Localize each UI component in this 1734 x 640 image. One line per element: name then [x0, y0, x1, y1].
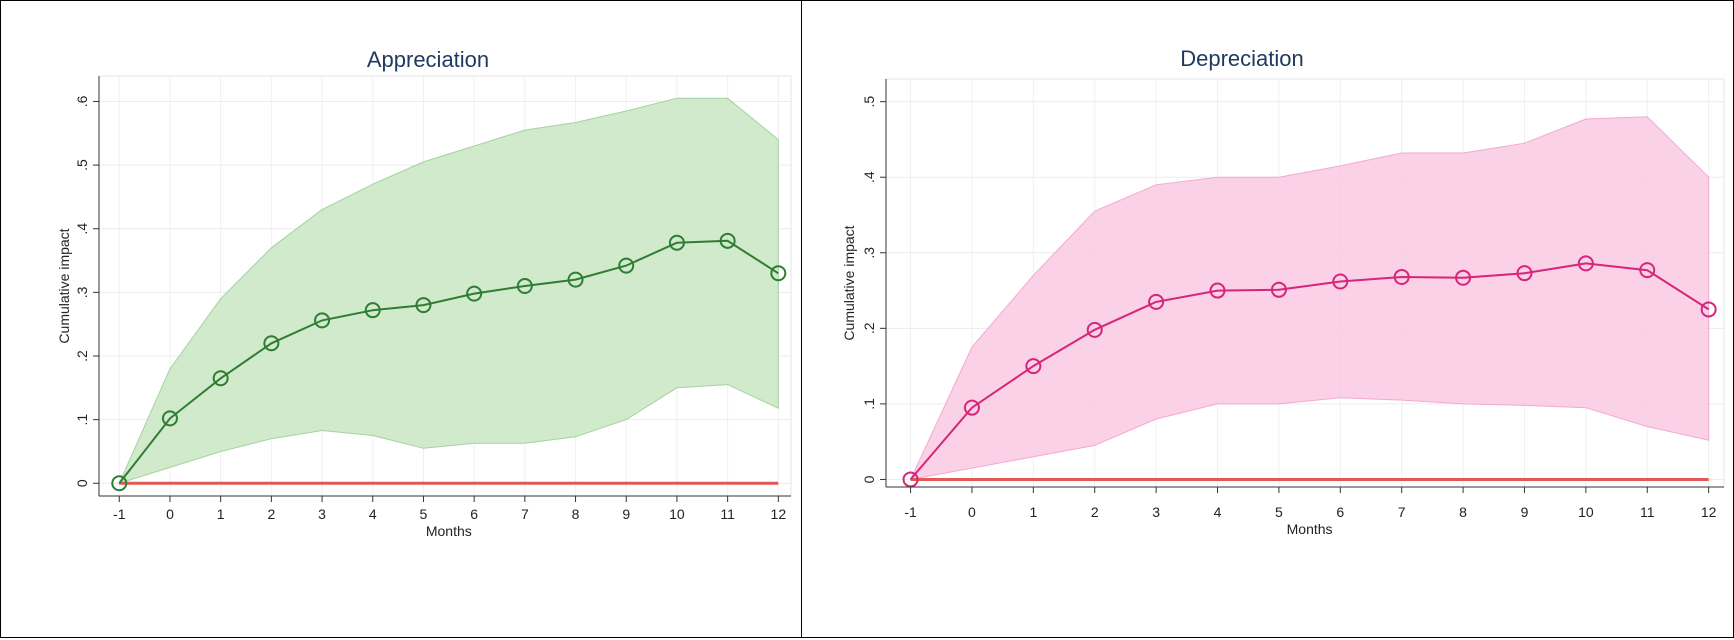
depreciation-ytick-label-0: 0	[861, 475, 877, 483]
appreciation-ytick-label-0: 0	[74, 479, 90, 487]
depreciation-x-axis-label: Months	[1287, 521, 1333, 537]
appreciation-xtick-label-5: 4	[369, 506, 377, 522]
depreciation-ytick-label-1: .1	[861, 398, 877, 410]
depreciation-point-11	[1577, 255, 1594, 272]
depreciation-point-4	[1148, 293, 1165, 310]
depreciation-point-13	[1700, 301, 1717, 318]
appreciation-xtick-label-1: 0	[166, 506, 174, 522]
appreciation-ytick-label-4: .4	[74, 223, 90, 235]
depreciation-point-7	[1332, 273, 1349, 290]
appreciation-xtick-label-13: 12	[771, 506, 787, 522]
appreciation-xtick-label-6: 5	[420, 506, 428, 522]
depreciation-xtick-label-3: 2	[1091, 504, 1099, 520]
depreciation-xtick-label-6: 5	[1275, 504, 1283, 520]
appreciation-xtick-label-10: 9	[622, 506, 630, 522]
depreciation-xtick-label-5: 4	[1214, 504, 1222, 520]
appreciation-point-13	[770, 265, 787, 282]
appreciation-point-3	[263, 335, 280, 352]
depreciation-chart: 0.1.2.3.4.5-1 0 1 2 3 4 5 6 7 8 9 10 11 12Depreciatio…	[841, 46, 1725, 537]
depreciation-xtick-label-2: 1	[1029, 504, 1037, 520]
depreciation-xtick-label-4: 3	[1152, 504, 1160, 520]
appreciation-ytick-label-3: .3	[74, 286, 90, 298]
depreciation-xtick-label-7: 6	[1336, 504, 1344, 520]
depreciation-xtick-label-10: 9	[1521, 504, 1529, 520]
depreciation-ytick-label-3: .3	[861, 247, 877, 259]
appreciation-point-6	[415, 297, 432, 314]
depreciation-series-line	[909, 262, 1710, 481]
appreciation-chart-title: Appreciation	[367, 47, 489, 72]
appreciation-point-0	[111, 475, 128, 492]
depreciation-xtick-label-0: -1	[904, 504, 917, 520]
appreciation-point-1	[161, 410, 178, 427]
depreciation-point-12	[1639, 262, 1656, 279]
depreciation-point-2	[1025, 358, 1042, 375]
appreciation-chart-panel: 0.1.2.3.4.5.6 -1 0 1 2 3 4 5 6 7 8 9 10 11 12 Appreciat…	[0, 0, 802, 638]
appreciation-xtick-label-8: 7	[521, 506, 529, 522]
appreciation-point-10	[618, 257, 635, 274]
appreciation-point-12	[719, 232, 736, 249]
depreciation-point-6	[1270, 281, 1287, 298]
appreciation-point-11	[668, 234, 685, 251]
appreciation-ytick-label-5: .5	[74, 159, 90, 171]
appreciation-xtick-label-4: 3	[318, 506, 326, 522]
appreciation-point-4	[314, 312, 331, 329]
appreciation-point-8	[516, 278, 533, 294]
depreciation-xtick-label-8: 7	[1398, 504, 1406, 520]
appreciation-xtick-label-11: 10	[669, 506, 685, 522]
depreciation-chart-title: Depreciation	[1180, 46, 1304, 71]
appreciation-point-7	[466, 285, 483, 302]
depreciation-xtick-label-12: 11	[1640, 504, 1655, 520]
depreciation-xtick-label-11: 10	[1578, 504, 1594, 520]
depreciation-point-5	[1209, 282, 1226, 299]
appreciation-series-line	[118, 239, 779, 484]
appreciation-xtick-label-2: 1	[217, 506, 225, 522]
appreciation-x-axis-label: Months	[426, 523, 472, 539]
appreciation-point-9	[567, 271, 584, 288]
depreciation-ytick-label-4: .4	[861, 171, 877, 183]
appreciation-xtick-label-7: 6	[470, 506, 478, 522]
depreciation-point-1	[963, 399, 980, 416]
depreciation-ytick-label-2: .2	[861, 322, 877, 334]
depreciation-ytick-label-5: .5	[861, 96, 877, 108]
depreciation-point-9	[1455, 269, 1472, 286]
appreciation-point-2	[212, 370, 229, 387]
depreciation-xtick-label-9: 8	[1459, 504, 1467, 520]
appreciation-xtick-label-9: 8	[572, 506, 580, 522]
depreciation-point-0	[902, 471, 919, 488]
depreciation-point-10	[1516, 265, 1533, 282]
depreciation-point-3	[1086, 321, 1103, 338]
appreciation-ytick-label-2: .2	[74, 350, 90, 362]
appreciation-xtick-label-12: 11	[720, 506, 735, 522]
depreciation-point-8	[1393, 268, 1410, 285]
depreciation-xtick-label-13: 12	[1701, 504, 1717, 520]
appreciation-confidence-band	[118, 97, 779, 485]
depreciation-y-axis-label: Cumulative impact	[841, 225, 857, 340]
appreciation-xtick-label-3: 2	[267, 506, 275, 522]
appreciation-y-axis-label: Cumulative impact	[56, 228, 72, 343]
depreciation-chart-panel: 0.1.2.3.4.5 -1 0 1 2 3 4 5 6 7 8 9 10 11 12 Depreciatio…	[801, 0, 1734, 638]
appreciation-ytick-label-1: .1	[74, 414, 90, 426]
appreciation-xtick-label-0: -1	[113, 506, 126, 522]
appreciation-point-5	[364, 302, 381, 319]
appreciation-ytick-label-6: .6	[74, 95, 90, 107]
depreciation-xtick-label-1: 0	[968, 504, 976, 520]
appreciation-chart: 0.1.2.3.4.5.6-1 0 1 2 3 4 5 6 7 8 9 10 11 12Appreciat…	[56, 47, 792, 539]
